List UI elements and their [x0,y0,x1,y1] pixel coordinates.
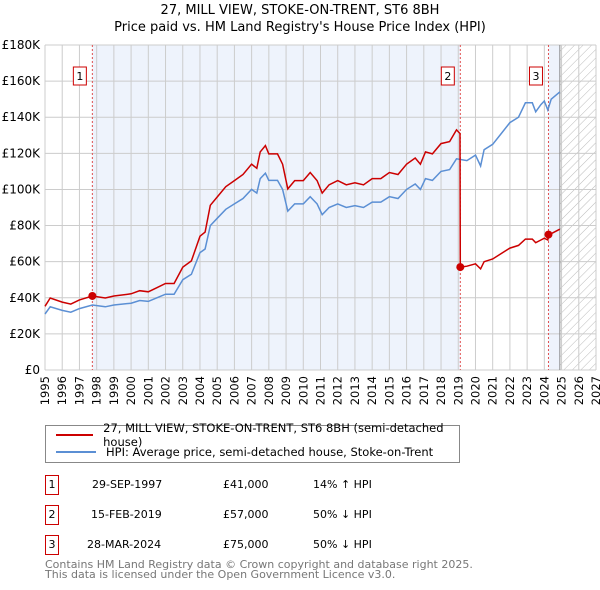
sale-hpi-delta: 14% ↑ HPI [313,478,372,491]
x-tick-label: 2024 [537,376,551,405]
x-tick-label: 2003 [176,376,190,405]
legend-line-property [56,434,94,436]
x-tick-label: 2016 [400,376,414,405]
y-tick-label: £0 [25,363,40,377]
sale-row: 3 28-MAR-2024 £75,000 50% ↓ HPI [45,535,465,555]
sale-hpi-delta: 50% ↓ HPI [313,508,372,521]
footer-licence: This data is licensed under the Open Gov… [45,568,396,581]
x-tick-label: 2018 [434,376,448,405]
sale-row: 2 15-FEB-2019 £57,000 50% ↓ HPI [45,505,465,525]
chart-title: 27, MILL VIEW, STOKE-ON-TRENT, ST6 8BH [160,3,440,18]
shaded-period [548,45,560,370]
x-tick-label: 1996 [55,376,69,405]
x-tick-label: 2027 [589,376,600,405]
forecast-hatch [559,45,596,370]
x-tick-label: 2015 [382,376,396,405]
x-tick-label: 2005 [210,376,224,405]
sale-point [88,291,97,300]
sale-marker: 1 [45,475,59,495]
sale-price: £41,000 [223,478,269,491]
x-tick-label: 2002 [159,376,173,405]
x-tick-label: 2014 [365,376,379,405]
y-tick-label: £120K [2,146,42,160]
x-tick-label: 2006 [227,376,241,405]
sale-date: 28-MAR-2024 [87,538,162,551]
x-tick-label: 2001 [141,376,155,405]
footer-copyright: Contains HM Land Registry data © Crown c… [45,558,473,571]
sale-marker-box [528,66,543,86]
x-tick-label: 2004 [193,376,207,405]
legend-item-hpi: HPI: Average price, semi-detached house,… [56,444,433,460]
x-tick-label: 2013 [348,376,362,405]
x-tick-label: 1995 [38,376,52,405]
sale-point [544,230,553,239]
sale-hpi-delta: 50% ↓ HPI [313,538,372,551]
x-tick-label: 2008 [262,376,276,405]
y-tick-label: £100K [2,182,42,196]
sale-date: 15-FEB-2019 [91,508,162,521]
x-tick-label: 2012 [331,376,345,405]
footer: Contains HM Land Registry data © Crown c… [45,558,473,581]
y-tick-label: £140K [2,110,42,124]
sale-marker-label: 1 [76,70,83,83]
y-tick-label: £160K [2,74,42,88]
y-tick-label: £180K [2,38,42,52]
x-tick-label: 2023 [520,376,534,405]
x-tick-label: 2021 [486,376,500,405]
sale-marker: 2 [45,505,59,525]
chart-subtitle: Price paid vs. HM Land Registry's House … [114,20,486,35]
sale-marker-box [72,66,87,86]
x-tick-label: 1997 [72,376,86,405]
hpi-line [44,91,561,315]
sale-marker-label: 2 [444,70,451,83]
y-tick-label: £80K [9,219,41,233]
x-tick-label: 2009 [279,376,293,405]
sale-price: £57,000 [223,508,269,521]
legend-label-property: 27, MILL VIEW, STOKE-ON-TRENT, ST6 8BH (… [103,421,444,449]
x-tick-label: 2010 [296,376,310,405]
sale-point [456,263,465,272]
x-tick-label: 1998 [90,376,104,405]
x-tick-label: 2011 [314,376,328,405]
x-tick-label: 2022 [503,376,517,405]
sale-marker: 3 [45,535,59,555]
sale-row: 1 29-SEP-1997 £41,000 14% ↑ HPI [45,475,465,495]
y-tick-label: £20K [9,327,41,341]
price-chart: 1995 1996 1997 1998 1999 2000 2001 2002 2003 2004… [2,38,600,405]
shaded-period [92,45,461,370]
sale-price: £75,000 [223,538,269,551]
x-tick-label: 1999 [107,376,121,405]
sale-marker-label: 3 [532,70,539,83]
legend-item-property: 27, MILL VIEW, STOKE-ON-TRENT, ST6 8BH (… [56,421,459,449]
x-tick-label: 2000 [124,376,138,405]
legend-label-hpi: HPI: Average price, semi-detached house,… [106,445,434,459]
y-tick-label: £40K [9,291,41,305]
property-price-line [44,128,561,307]
legend: 27, MILL VIEW, STOKE-ON-TRENT, ST6 8BH (… [45,421,460,463]
x-tick-label: 2025 [555,376,569,405]
legend-line-hpi [56,451,96,453]
x-tick-label: 2007 [245,376,259,405]
x-tick-label: 2026 [572,376,586,405]
y-tick-label: £60K [9,255,41,269]
sale-marker-box [440,66,455,86]
x-tick-label: 2019 [451,376,465,405]
sale-date: 29-SEP-1997 [92,478,163,491]
x-tick-label: 2020 [468,376,482,405]
x-tick-label: 2017 [417,376,431,405]
